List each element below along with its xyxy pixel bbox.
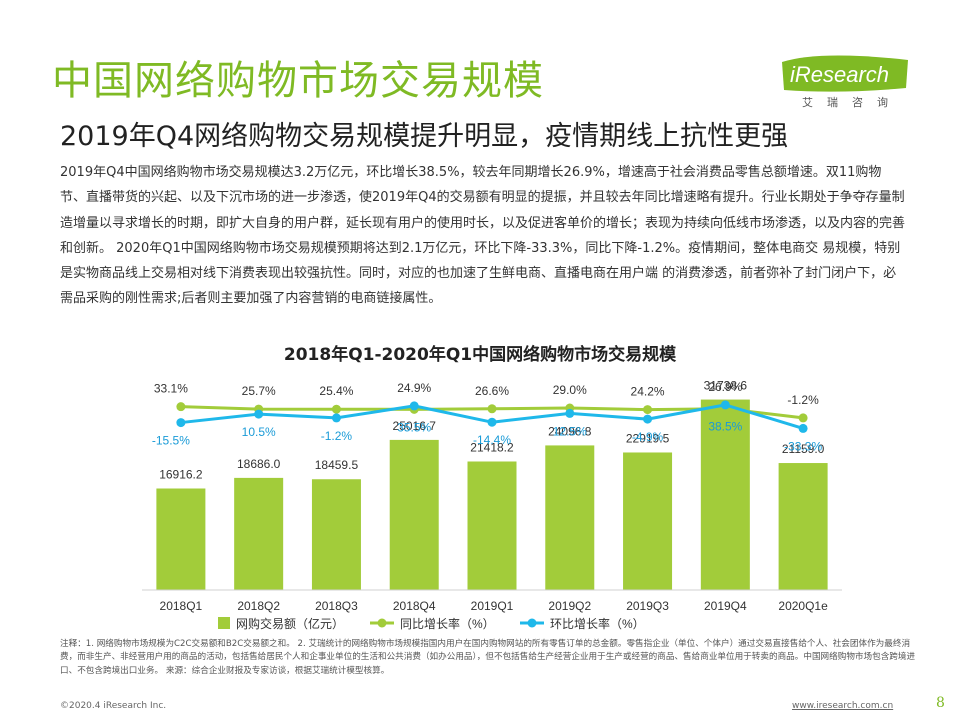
- legend-bar-swatch: [218, 617, 230, 629]
- yoy-label-2018Q2: 25.7%: [242, 384, 276, 398]
- chart-title: 2018年Q1-2020年Q1中国网络购物市场交易规模: [283, 345, 677, 365]
- x-tick-2019Q4: 2019Q4: [704, 599, 747, 613]
- x-tick-2018Q2: 2018Q2: [237, 599, 280, 613]
- bar-label-2019Q1: 21418.2: [470, 440, 514, 454]
- bar-label-2019Q4: 31738.6: [704, 379, 748, 393]
- bar-label-2018Q1: 16916.2: [159, 468, 203, 482]
- x-tick-2020Q1e: 2020Q1e: [778, 599, 828, 613]
- yoy-point-2019Q1: [487, 404, 497, 414]
- logo-brand-text: iResearch: [790, 62, 889, 87]
- page-subtitle: 2019年Q4网络购物交易规模提升明显，疫情期线上抗性更强: [60, 121, 789, 152]
- legend-qoq-label: 环比增长率（%）: [550, 616, 645, 631]
- legend-yoy-label: 同比增长率（%）: [400, 616, 495, 631]
- qoq-point-2018Q1: [176, 418, 186, 428]
- x-tick-2019Q2: 2019Q2: [548, 599, 591, 613]
- qoq-label-2018Q1: -15.5%: [152, 434, 190, 448]
- logo-cn-text: 艾瑞咨询: [802, 96, 902, 109]
- bar-label-2020Q1e: 21159.0: [782, 442, 825, 456]
- bar-2018Q3: [311, 479, 361, 590]
- x-tick-2018Q4: 2018Q4: [393, 599, 436, 613]
- yoy-label-2019Q1: 26.6%: [475, 384, 509, 398]
- qoq-point-2018Q3: [331, 413, 341, 423]
- bar-label-2018Q4: 25016.7: [393, 419, 437, 433]
- qoq-label-2018Q3: -1.2%: [321, 429, 353, 443]
- x-tick-2018Q3: 2018Q3: [315, 599, 358, 613]
- qoq-label-2018Q4: 35.5%: [397, 420, 431, 434]
- yoy-label-2019Q4: 26.9%: [708, 380, 742, 394]
- bar-2018Q1: [156, 488, 206, 590]
- bar-label-2019Q3: 22919.5: [626, 431, 670, 445]
- yoy-point-2020Q1e: [798, 413, 808, 423]
- yoy-label-2018Q1: 33.1%: [154, 382, 188, 396]
- legend-yoy-marker: [377, 618, 387, 628]
- legend: 网购交易额（亿元） 同比增长率（%） 环比增长率（%）: [218, 616, 645, 631]
- yoy-label-2019Q2: 29.0%: [553, 383, 587, 397]
- qoq-point-2018Q2: [254, 409, 264, 419]
- qoq-label-2019Q4: 38.5%: [708, 420, 742, 434]
- page-number: 8: [936, 695, 945, 711]
- website-link[interactable]: www.iresearch.com.cn: [792, 701, 894, 711]
- legend-qoq-marker: [527, 618, 537, 628]
- qoq-point-2018Q4: [409, 401, 419, 411]
- qoq-point-2019Q3: [643, 414, 653, 424]
- footnote: 注释：1. 网络购物市场规模为C2C交易额和B2C交易额之和。 2. 艾瑞统计的…: [60, 639, 916, 676]
- qoq-point-2019Q2: [565, 408, 575, 418]
- qoq-point-2019Q4: [720, 400, 730, 410]
- yoy-label-2020Q1e: -1.2%: [787, 393, 819, 407]
- iresearch-logo: iResearch 艾瑞咨询: [780, 54, 920, 110]
- x-tick-2019Q3: 2019Q3: [626, 599, 669, 613]
- qoq-label-2019Q2: 12.5%: [553, 424, 587, 438]
- qoq-label-2019Q3: -4.9%: [632, 430, 664, 444]
- yoy-point-2019Q3: [643, 405, 653, 415]
- bar-2020Q1e: [778, 463, 828, 590]
- bar-label-2019Q2: 24096.8: [548, 424, 592, 438]
- x-tick-2018Q1: 2018Q1: [160, 599, 203, 613]
- bar-2019Q2: [545, 445, 595, 590]
- iresearch-logo-mark: iResearch: [782, 55, 908, 92]
- qoq-point-2019Q1: [487, 417, 497, 427]
- bar-2019Q3: [623, 452, 673, 590]
- qoq-point-2020Q1e: [798, 423, 808, 433]
- summary-paragraph: 2019年Q4中国网络购物市场交易规模达3.2万亿元，环比增长38.5%，较去年…: [60, 165, 906, 307]
- yoy-point-2018Q1: [176, 402, 186, 412]
- bar-2018Q4: [389, 439, 439, 590]
- qoq-label-2018Q2: 10.5%: [242, 425, 276, 439]
- bar-2018Q2: [234, 477, 284, 590]
- bar-2019Q1: [467, 461, 517, 590]
- yoy-label-2018Q3: 25.4%: [319, 384, 353, 398]
- market-size-chart: 16916.2 2018Q1 18686.0 2018Q2 18459.5 2018Q3 2…: [142, 379, 842, 631]
- x-tick-2019Q1: 2019Q1: [471, 599, 514, 613]
- bar-2019Q4: [700, 399, 750, 590]
- bar-label-2018Q3: 18459.5: [315, 458, 359, 472]
- qoq-label-2019Q1: -14.4%: [473, 433, 511, 447]
- qoq-label-2020Q1e: -33.3%: [784, 439, 822, 453]
- legend-bar-label: 网购交易额（亿元）: [236, 616, 344, 631]
- yoy-point-2018Q3: [331, 404, 341, 414]
- bar-label-2018Q2: 18686.0: [237, 457, 281, 471]
- copyright: ©2020.4 iResearch Inc.: [60, 701, 167, 711]
- yoy-label-2019Q3: 24.2%: [631, 385, 665, 399]
- page-title: 中国网络购物市场交易规模: [52, 58, 544, 104]
- yoy-label-2018Q4: 24.9%: [397, 381, 431, 395]
